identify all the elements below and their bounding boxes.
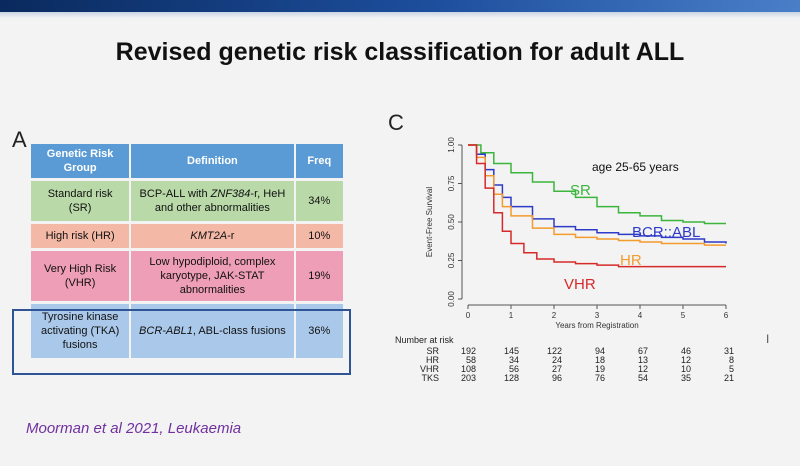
- top-banner: [0, 0, 800, 12]
- slide-title: Revised genetic risk classification for …: [115, 38, 685, 66]
- numbers-at-risk-value: 122: [546, 346, 562, 356]
- numbers-at-risk-value: 24: [551, 355, 562, 365]
- y-tick-label: 0.00: [447, 291, 456, 307]
- table-row-sr: Standard risk (SR) BCP-ALL with ZNF384-r…: [31, 181, 345, 221]
- series-line-sr: [468, 144, 726, 225]
- numbers-at-risk-title: Number at risk: [395, 335, 454, 345]
- numbers-at-risk-group: HR: [426, 355, 439, 365]
- numbers-at-risk-group: TKS: [421, 373, 439, 383]
- x-tick-label: 2: [552, 311, 557, 320]
- table-row-hr: High risk (HR) KMT2A-r 10%: [31, 224, 345, 248]
- cell-definition: KMT2A-r: [131, 224, 296, 248]
- y-tick-label: 0.75: [447, 175, 456, 191]
- numbers-at-risk-value: 54: [637, 373, 648, 383]
- header-definition: Definition: [131, 144, 296, 178]
- numbers-at-risk-value: 128: [503, 373, 519, 383]
- y-tick-label: 0.25: [447, 252, 456, 268]
- numbers-at-risk-group: SR: [426, 346, 439, 356]
- cell-group: Standard risk (SR): [31, 181, 132, 221]
- numbers-at-risk-value: 5: [728, 364, 734, 374]
- y-tick-label: 0.50: [447, 214, 456, 230]
- series-label-bcr--abl: BCR::ABL: [632, 224, 700, 241]
- risk-classification-table: Genetic Risk Group Definition Freq Stand…: [31, 141, 345, 361]
- chart-axes: 0.00 0.25 0.50 0.75 1.00 0 1 2 3 4 5 6 Years from Re…: [425, 137, 729, 330]
- cell-freq: 36%: [295, 304, 345, 358]
- citation: Moorman et al 2021, Leukaemia: [26, 420, 242, 437]
- x-tick-label: 0: [466, 311, 471, 320]
- numbers-at-risk-value: 18: [594, 355, 605, 365]
- panel-c-label: C: [388, 110, 404, 135]
- numbers-at-risk-value: 108: [460, 364, 476, 374]
- top-banner-fade: [0, 12, 800, 18]
- text-cursor-icon: I: [766, 332, 770, 346]
- numbers-at-risk-value: 94: [594, 346, 605, 356]
- numbers-at-risk-value: 12: [637, 364, 648, 374]
- series-line-bcr--abl: [468, 144, 727, 244]
- table-header-row: Genetic Risk Group Definition Freq: [31, 144, 345, 178]
- numbers-at-risk-value: 34: [508, 355, 519, 365]
- x-tick-label: 6: [724, 311, 729, 320]
- numbers-at-risk-value: 19: [594, 364, 605, 374]
- numbers-at-risk-value: 8: [728, 355, 734, 365]
- numbers-at-risk-value: 58: [465, 355, 476, 365]
- series-label-vhr: VHR: [564, 276, 596, 293]
- cell-definition: BCR-ABL1, ABL-class fusions: [131, 304, 296, 358]
- numbers-at-risk-value: 35: [680, 373, 691, 383]
- chart-series: [468, 144, 727, 268]
- x-tick-label: 1: [509, 311, 514, 320]
- numbers-at-risk-value: 13: [637, 355, 648, 365]
- numbers-at-risk-value: 10: [680, 364, 691, 374]
- series-line-vhr: [468, 144, 726, 268]
- numbers-at-risk-value: 203: [460, 373, 476, 383]
- numbers-at-risk-value: 96: [551, 373, 562, 383]
- cell-group: Tyrosine kinase activating (TKA) fusions: [31, 304, 132, 358]
- cell-freq: 10%: [295, 224, 345, 248]
- cell-definition: BCP-ALL with ZNF384-r, HeH and other abn…: [131, 181, 296, 221]
- numbers-at-risk-value: 27: [551, 364, 562, 374]
- panel-a-label: A: [12, 127, 27, 152]
- cell-freq: 34%: [295, 181, 345, 221]
- series-label-hr: HR: [620, 252, 642, 269]
- y-tick-label: 1.00: [447, 137, 456, 153]
- numbers-at-risk-value: 67: [637, 346, 648, 356]
- tka-highlight-box: [12, 309, 351, 375]
- numbers-at-risk-value: 21: [723, 373, 734, 383]
- series-label-sr: SR: [570, 182, 591, 199]
- kaplan-meier-chart: 0.00 0.25 0.50 0.75 1.00 0 1 2 3 4 5 6 Years from Re…: [425, 137, 729, 330]
- table-row-vhr: Very High Risk (VHR) Low hypodiploid, co…: [31, 251, 345, 301]
- x-axis-label: Years from Registration: [555, 321, 638, 330]
- chart-annotation: age 25-65 years: [592, 160, 679, 174]
- header-freq: Freq: [295, 144, 345, 178]
- numbers-at-risk-value: 12: [680, 355, 691, 365]
- numbers-at-risk-value: 145: [503, 346, 519, 356]
- cell-definition: Low hypodiploid, complex karyotype, JAK-…: [131, 251, 296, 301]
- x-tick-label: 5: [681, 311, 686, 320]
- series-line-hr: [468, 144, 726, 246]
- y-axis-label: Event-Free Survival: [425, 187, 434, 257]
- cell-freq: 19%: [295, 251, 345, 301]
- numbers-at-risk-value: 46: [680, 346, 691, 356]
- x-tick-label: 4: [638, 311, 643, 320]
- cell-group: High risk (HR): [31, 224, 132, 248]
- numbers-at-risk-value: 56: [508, 364, 519, 374]
- numbers-at-risk-group: VHR: [419, 364, 439, 374]
- table-row-tka: Tyrosine kinase activating (TKA) fusions…: [31, 304, 345, 358]
- numbers-at-risk-value: 31: [723, 346, 734, 356]
- x-tick-label: 3: [595, 311, 600, 320]
- numbers-at-risk-value: 192: [460, 346, 476, 356]
- cell-group: Very High Risk (VHR): [31, 251, 132, 301]
- header-genetic-risk-group: Genetic Risk Group: [31, 144, 132, 178]
- numbers-at-risk-value: 76: [594, 373, 605, 383]
